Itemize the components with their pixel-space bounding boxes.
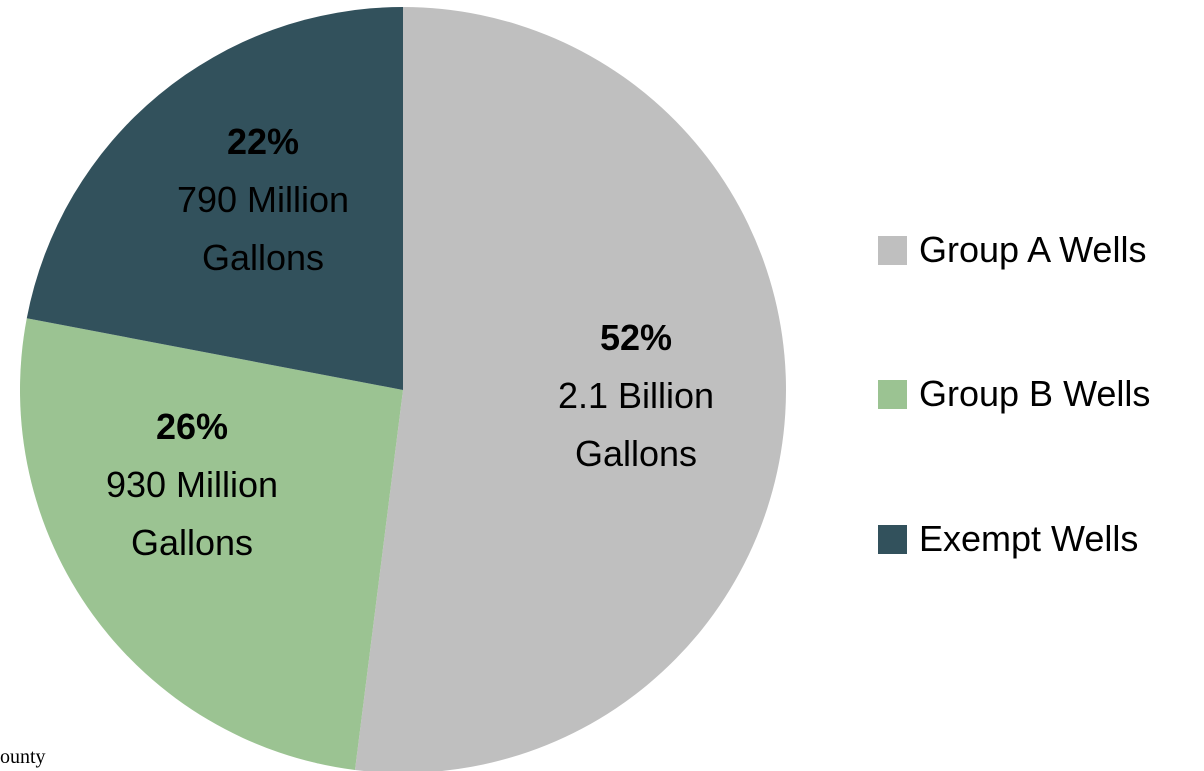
- legend-swatch-group-b: [878, 379, 907, 409]
- slice-value-label-exempt: 790 Million: [177, 179, 349, 220]
- slice-pct-label-exempt: 22%: [227, 121, 299, 162]
- slice-pct-label-group-a: 52%: [600, 317, 672, 358]
- legend-item-group-b: Group B Wells: [878, 372, 1150, 416]
- slice-pct-label-group-b: 26%: [156, 406, 228, 447]
- legend-swatch-group-a: [878, 235, 907, 265]
- pie-slice-group-b: [19, 318, 404, 770]
- legend-item-group-a: Group A Wells: [878, 228, 1146, 272]
- slice-unit-label-group-a: Gallons: [575, 433, 697, 474]
- footnote-fragment: ounty: [0, 746, 46, 768]
- pie-slice-group-a: [355, 7, 787, 771]
- legend-label-group-a: Group A Wells: [919, 229, 1147, 270]
- legend-label-exempt: Exempt Wells: [919, 518, 1139, 559]
- slice-value-label-group-b: 930 Million: [106, 464, 278, 505]
- legend-item-exempt: Exempt Wells: [878, 517, 1138, 561]
- slice-unit-label-group-b: Gallons: [131, 522, 253, 563]
- slice-unit-label-exempt: Gallons: [202, 237, 324, 278]
- legend-swatch-exempt: [878, 524, 907, 554]
- pie-slice-exempt: [26, 6, 404, 391]
- slice-value-label-group-a: 2.1 Billion: [558, 375, 714, 416]
- legend-label-group-b: Group B Wells: [919, 373, 1151, 414]
